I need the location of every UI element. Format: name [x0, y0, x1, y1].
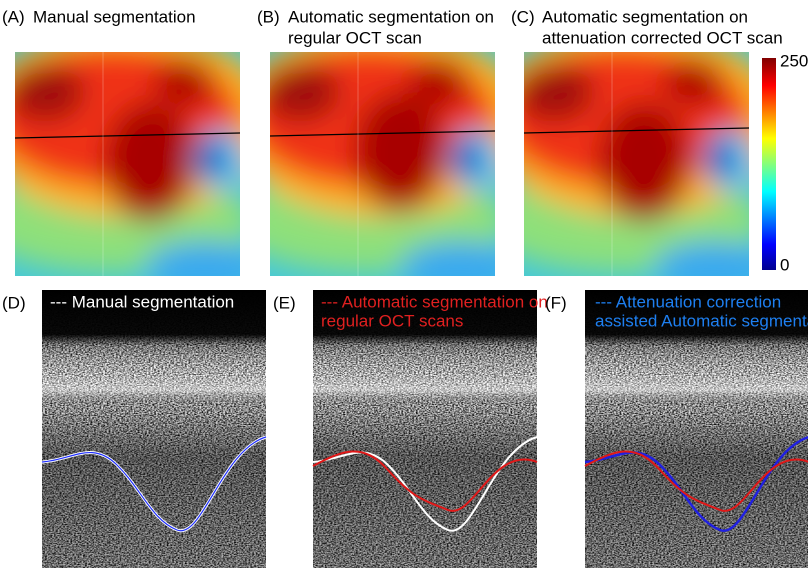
panel-title: Manual segmentation: [33, 7, 196, 26]
blob: [5, 62, 85, 122]
panel-title: Automatic segmentation on: [288, 7, 494, 26]
segmentation-legend: --- Attenuation correction: [595, 292, 781, 311]
blob: [709, 143, 735, 177]
segmentation-legend: --- Manual segmentation: [50, 292, 234, 311]
blob: [514, 62, 594, 122]
bscan-shade: [585, 290, 808, 568]
heatmap: [484, 27, 784, 292]
blob: [105, 102, 195, 222]
panel-label: (D): [2, 293, 26, 312]
blob: [455, 143, 481, 177]
blob: [410, 57, 470, 107]
blob: [654, 242, 774, 292]
panel-label: (E): [273, 293, 296, 312]
blob: [400, 242, 520, 292]
panel-label: (B): [257, 7, 280, 26]
figure: (A) Manual segmentation (B) Automatic segme…: [0, 0, 808, 571]
segmentation-legend: regular OCT scans: [321, 311, 463, 330]
panel-label: (F): [545, 293, 567, 312]
segmentation-legend: assisted Automatic segmentation: [595, 311, 808, 330]
panel-title: regular OCT scan: [288, 28, 422, 47]
blob: [260, 62, 340, 122]
heatmap-blobs: [484, 27, 784, 292]
blob: [200, 143, 226, 177]
heatmap: [230, 27, 530, 292]
colorbar-tick-label: 0: [780, 255, 789, 274]
panel-label: (A): [2, 7, 25, 26]
blob: [355, 92, 445, 212]
panel-title: attenuation corrected OCT scan: [542, 28, 783, 47]
bscan-shade: [313, 290, 537, 568]
bscan-shade: [42, 290, 266, 568]
segmentation-legend: --- Automatic segmentation on: [321, 292, 548, 311]
colorbar: [762, 58, 776, 270]
blob: [664, 57, 724, 107]
panel-title: Automatic segmentation on: [542, 7, 748, 26]
heatmap-blobs: [0, 27, 275, 292]
colorbar-tick-label: 250: [780, 51, 808, 70]
panel-label: (C): [511, 7, 535, 26]
heatmap-blobs: [230, 27, 530, 292]
heatmap: [0, 27, 275, 292]
blob: [155, 57, 215, 107]
blob: [145, 242, 265, 292]
